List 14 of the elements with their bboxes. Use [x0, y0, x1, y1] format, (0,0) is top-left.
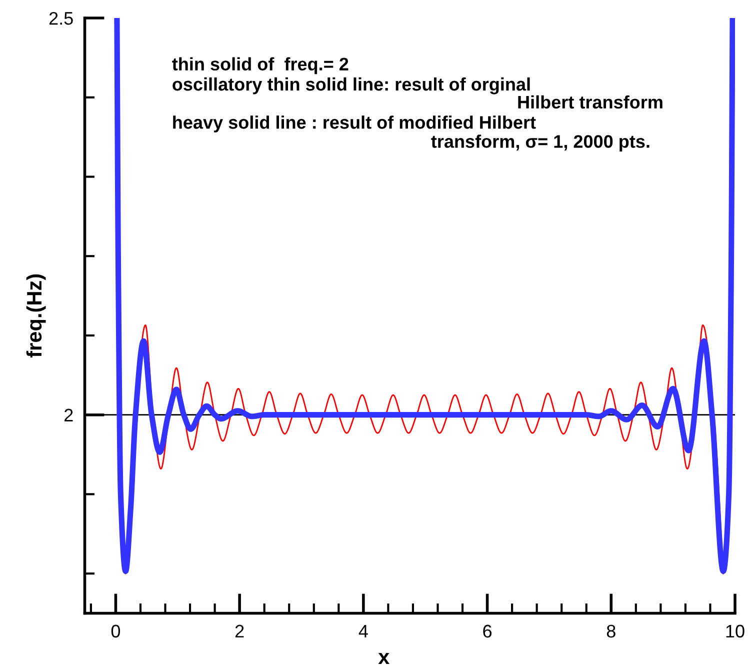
annotation: thin solid of freq.= 2: [172, 57, 348, 74]
annotation: oscillatory thin solid line: result of orginal: [172, 77, 530, 94]
annotation: Hilbert transform: [518, 95, 662, 109]
x-tick-label: 8: [606, 624, 616, 638]
y-axis-title: freq.(Hz): [26, 274, 46, 358]
x-axis-title: x: [378, 653, 390, 664]
y-tick-label: 2.5: [49, 12, 73, 25]
x-tick-label: 0: [111, 624, 120, 638]
x-tick-label: 2: [235, 624, 244, 638]
annotation: transform, σ= 1, 2000 pts.: [431, 134, 650, 152]
x-tick-label: 4: [358, 625, 368, 638]
x-tick-label: 10: [726, 624, 744, 638]
annotation: heavy solid line : result of modified Hilbert: [173, 116, 536, 132]
x-tick-label: 6: [483, 624, 492, 638]
